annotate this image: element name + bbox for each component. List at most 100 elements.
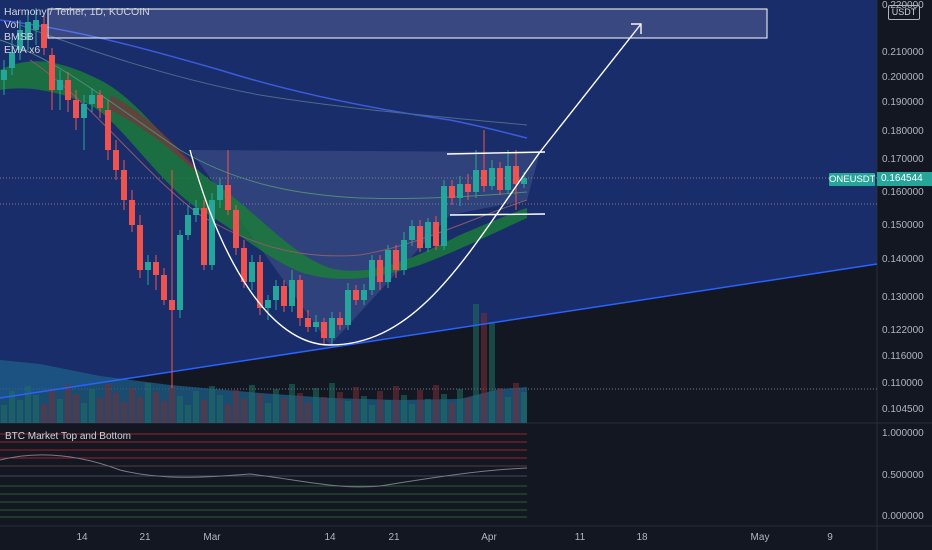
volume-bar (57, 399, 63, 423)
volume-bar (161, 401, 167, 423)
candle-body (89, 95, 95, 104)
candle-body (25, 22, 31, 40)
volume-bar (105, 384, 111, 423)
date-axis-label: 11 (574, 532, 586, 543)
volume-bar (361, 396, 367, 423)
indicator-line (0, 454, 528, 488)
candle-body (377, 260, 383, 282)
volume-bar (393, 386, 399, 423)
date-axis-label: Mar (203, 532, 221, 543)
candle-body (121, 170, 127, 200)
date-axis-label: 18 (636, 532, 648, 543)
candle-body (113, 150, 119, 170)
price-axis-label: 0.220000 (882, 0, 924, 11)
price-axis-label: 0.150000 (882, 220, 924, 231)
target-box (47, 8, 768, 39)
candle-body (161, 275, 167, 300)
candle-body (505, 166, 511, 190)
price-axis-label: 0.180000 (882, 126, 924, 137)
chart-legend: Harmony / Tether, 1D, KUCOIN Vol BMSB EM… (4, 6, 150, 56)
candle-body (465, 184, 471, 192)
price-axis-label: 0.200000 (882, 72, 924, 83)
volume-bar (441, 394, 447, 423)
candle-body (97, 95, 103, 108)
candle-body (105, 110, 111, 150)
candle-body (225, 185, 231, 210)
volume-bar (377, 391, 383, 423)
candle-body (241, 248, 247, 282)
candle-body (73, 100, 79, 118)
candle-body (369, 260, 375, 290)
candle-body (321, 322, 327, 338)
volume-bar (177, 396, 183, 423)
volume-bar (281, 398, 287, 423)
volume-bar (169, 387, 175, 423)
volume-bar (353, 387, 359, 423)
candle-body (65, 80, 71, 100)
volume-bar (521, 392, 527, 423)
volume-bar (209, 386, 215, 423)
candle-body (433, 222, 439, 246)
volume-bar (433, 385, 439, 423)
legend-vol[interactable]: Vol (4, 18, 19, 31)
volume-bar (313, 388, 319, 423)
legend-ema[interactable]: EMA x6 (4, 43, 41, 56)
candle-body (417, 226, 423, 248)
volume-bar (9, 391, 15, 423)
date-axis-label: 21 (139, 532, 151, 543)
volume-bar (249, 385, 255, 423)
volume-bar (233, 390, 239, 423)
volume-bar (89, 389, 95, 423)
candle-body (521, 178, 527, 184)
currency-button[interactable]: USDT (888, 5, 920, 20)
candle-body (273, 286, 279, 300)
volume-bar (33, 395, 39, 423)
volume-bar (97, 398, 103, 423)
volume-bar (425, 399, 431, 423)
indicator-axis-label: 0.000000 (882, 511, 924, 522)
candle-body (249, 262, 255, 282)
candle-body (361, 290, 367, 300)
volume-bar (193, 391, 199, 423)
candle-body (393, 250, 399, 270)
volume-bar (1, 405, 7, 423)
candle-body (137, 225, 143, 270)
legend-bmsb[interactable]: BMSB (4, 31, 34, 43)
candle-body (313, 322, 319, 327)
candle-body (449, 186, 455, 198)
candle-body (497, 168, 503, 190)
indicator-title[interactable]: BTC Market Top and Bottom (5, 431, 131, 442)
volume-bar (201, 400, 207, 423)
candle-body (353, 290, 359, 300)
candle-body (185, 215, 191, 235)
symbol-tag: ONEUSDT (829, 173, 876, 186)
volume-bar (273, 389, 279, 423)
date-axis-label: May (750, 532, 770, 543)
candle-body (457, 184, 463, 198)
price-axis-label: 0.116000 (882, 351, 923, 362)
date-axis-label: 9 (827, 532, 833, 543)
volume-bar (257, 394, 263, 423)
volume-bar (489, 322, 495, 423)
price-axis-label: 0.122000 (882, 325, 924, 336)
volume-bar (345, 401, 351, 423)
volume-bar (505, 397, 511, 423)
candle-body (169, 300, 175, 310)
candle-body (489, 168, 495, 186)
price-axis-label: 0.130000 (882, 292, 924, 303)
volume-bar (145, 383, 151, 423)
volume-bar (49, 390, 55, 423)
volume-bar (17, 400, 23, 423)
volume-bar (305, 402, 311, 423)
support-trendline (0, 263, 878, 399)
symbol-title[interactable]: Harmony / Tether, 1D, KUCOIN (4, 6, 150, 18)
candle-body (513, 166, 519, 184)
volume-bar (185, 405, 191, 423)
projection-arrow (539, 23, 642, 153)
candle-body (425, 222, 431, 248)
volume-bar (225, 404, 231, 423)
candle-body (209, 200, 215, 265)
candle-body (217, 185, 223, 200)
price-axis-label: 0.104500 (882, 404, 924, 415)
